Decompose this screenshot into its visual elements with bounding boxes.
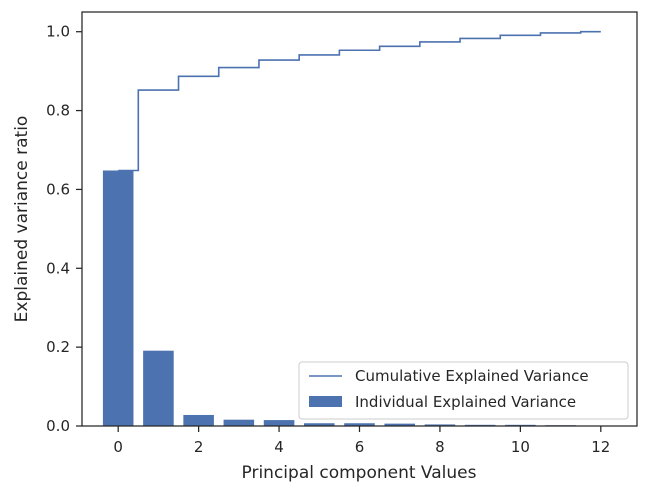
bar-5 bbox=[304, 423, 335, 426]
legend: Cumulative Explained Variance Individual… bbox=[298, 361, 629, 420]
bar-0 bbox=[102, 170, 134, 426]
bar-3 bbox=[223, 419, 255, 426]
x-tick-label: 4 bbox=[274, 438, 284, 456]
x-tick-label: 0 bbox=[113, 438, 123, 456]
legend-label-cumulative: Cumulative Explained Variance bbox=[355, 367, 589, 385]
y-tick-label: 0.6 bbox=[46, 180, 70, 198]
legend-swatch-individual bbox=[309, 396, 342, 407]
bar-4 bbox=[263, 420, 295, 426]
y-tick-label: 0.4 bbox=[46, 259, 70, 277]
y-tick-label: 0.0 bbox=[46, 417, 70, 435]
bar-2 bbox=[183, 414, 214, 426]
plot-frame bbox=[81, 11, 638, 427]
bar-8 bbox=[424, 424, 456, 426]
x-tick-label: 2 bbox=[194, 438, 204, 456]
bar-7 bbox=[384, 423, 415, 426]
y-tick-label: 0.2 bbox=[46, 338, 70, 356]
y-axis-label: Explained variance ratio bbox=[12, 116, 32, 323]
axes-ticks: 0 2 4 6 8 10 12 0.0 0.2 0.4 0.6 0.8 1.0 bbox=[46, 23, 610, 456]
y-tick-label: 0.8 bbox=[46, 102, 70, 120]
x-tick-label: 8 bbox=[435, 438, 445, 456]
cumulative-step-line bbox=[118, 30, 601, 172]
bar-1 bbox=[143, 350, 174, 426]
legend-box bbox=[298, 361, 629, 420]
bar-6 bbox=[344, 423, 375, 426]
cumulative-series bbox=[118, 30, 601, 172]
bar-series bbox=[102, 170, 617, 426]
x-tick-label: 12 bbox=[591, 438, 610, 456]
legend-label-individual: Individual Explained Variance bbox=[355, 393, 576, 411]
x-tick-label: 6 bbox=[355, 438, 365, 456]
x-axis-label: Principal component Values bbox=[242, 463, 477, 483]
x-tick-label: 10 bbox=[511, 438, 530, 456]
y-tick-label: 1.0 bbox=[46, 23, 70, 41]
